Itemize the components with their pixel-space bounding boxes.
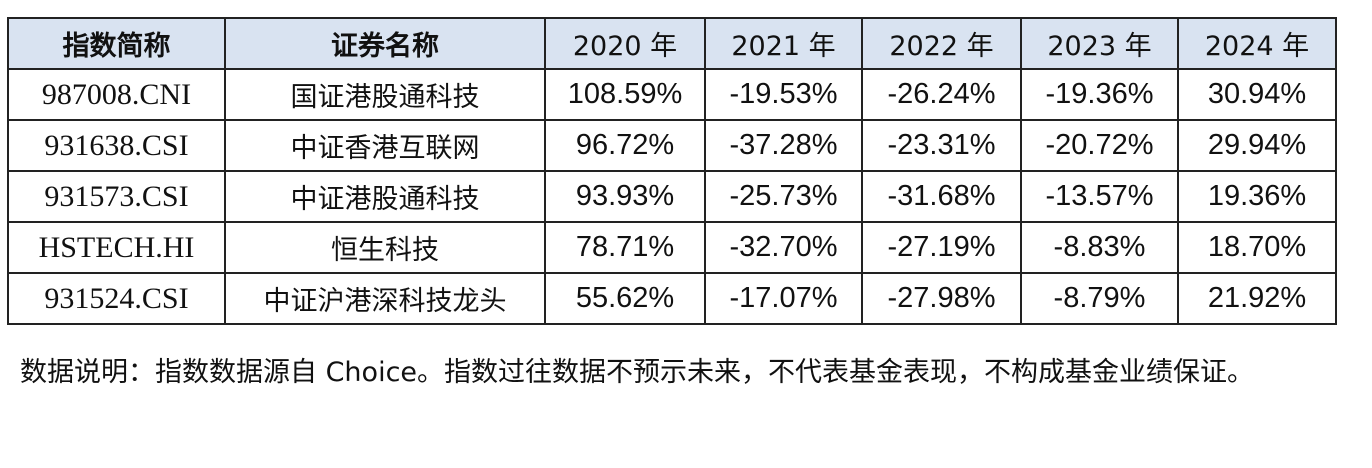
data-disclaimer-note: 数据说明：指数数据源自 Choice。指数过往数据不预示未来，不代表基金表现，不…	[20, 357, 1255, 388]
cell-return-2020: 78.71%	[544, 221, 706, 274]
cell-return-2020: 93.93%	[544, 170, 706, 223]
header-year-2024: 2024 年	[1177, 17, 1337, 70]
table-row: 987008.CNI 国证港股通科技 108.59% -19.53% -26.2…	[7, 68, 1337, 121]
cell-index-code: 931573.CSI	[7, 170, 226, 223]
header-year-2023: 2023 年	[1020, 17, 1179, 70]
cell-security-name: 中证港股通科技	[224, 170, 546, 223]
cell-return-2022: -23.31%	[861, 119, 1022, 172]
cell-return-2022: -26.24%	[861, 68, 1022, 121]
cell-return-2022: -27.98%	[861, 272, 1022, 325]
cell-security-name: 恒生科技	[224, 221, 546, 274]
header-security-name: 证券名称	[224, 17, 546, 70]
cell-return-2023: -13.57%	[1020, 170, 1179, 223]
cell-index-code: HSTECH.HI	[7, 221, 226, 274]
index-returns-table-container: 指数简称 证券名称 2020 年 2021 年 2022 年 2023 年 20…	[7, 17, 1337, 325]
cell-return-2023: -8.83%	[1020, 221, 1179, 274]
table-header-row: 指数简称 证券名称 2020 年 2021 年 2022 年 2023 年 20…	[7, 17, 1337, 70]
header-year-2022: 2022 年	[861, 17, 1022, 70]
cell-return-2021: -17.07%	[704, 272, 863, 325]
cell-return-2020: 108.59%	[544, 68, 706, 121]
cell-return-2021: -37.28%	[704, 119, 863, 172]
cell-return-2024: 29.94%	[1177, 119, 1337, 172]
cell-return-2022: -31.68%	[861, 170, 1022, 223]
table-row: 931638.CSI 中证香港互联网 96.72% -37.28% -23.31…	[7, 119, 1337, 172]
table-row: HSTECH.HI 恒生科技 78.71% -32.70% -27.19% -8…	[7, 221, 1337, 274]
cell-index-code: 931638.CSI	[7, 119, 226, 172]
cell-security-name: 中证沪港深科技龙头	[224, 272, 546, 325]
cell-return-2021: -25.73%	[704, 170, 863, 223]
cell-return-2021: -19.53%	[704, 68, 863, 121]
table-row: 931524.CSI 中证沪港深科技龙头 55.62% -17.07% -27.…	[7, 272, 1337, 325]
cell-security-name: 国证港股通科技	[224, 68, 546, 121]
cell-return-2022: -27.19%	[861, 221, 1022, 274]
cell-index-code: 987008.CNI	[7, 68, 226, 121]
cell-return-2020: 55.62%	[544, 272, 706, 325]
cell-return-2023: -20.72%	[1020, 119, 1179, 172]
header-year-2020: 2020 年	[544, 17, 706, 70]
cell-index-code: 931524.CSI	[7, 272, 226, 325]
cell-return-2021: -32.70%	[704, 221, 863, 274]
cell-return-2023: -19.36%	[1020, 68, 1179, 121]
table-row: 931573.CSI 中证港股通科技 93.93% -25.73% -31.68…	[7, 170, 1337, 223]
cell-return-2024: 30.94%	[1177, 68, 1337, 121]
cell-return-2020: 96.72%	[544, 119, 706, 172]
index-returns-table: 指数简称 证券名称 2020 年 2021 年 2022 年 2023 年 20…	[7, 17, 1337, 325]
cell-return-2024: 18.70%	[1177, 221, 1337, 274]
cell-return-2023: -8.79%	[1020, 272, 1179, 325]
cell-return-2024: 21.92%	[1177, 272, 1337, 325]
cell-return-2024: 19.36%	[1177, 170, 1337, 223]
header-year-2021: 2021 年	[704, 17, 863, 70]
cell-security-name: 中证香港互联网	[224, 119, 546, 172]
header-index-name: 指数简称	[7, 17, 226, 70]
